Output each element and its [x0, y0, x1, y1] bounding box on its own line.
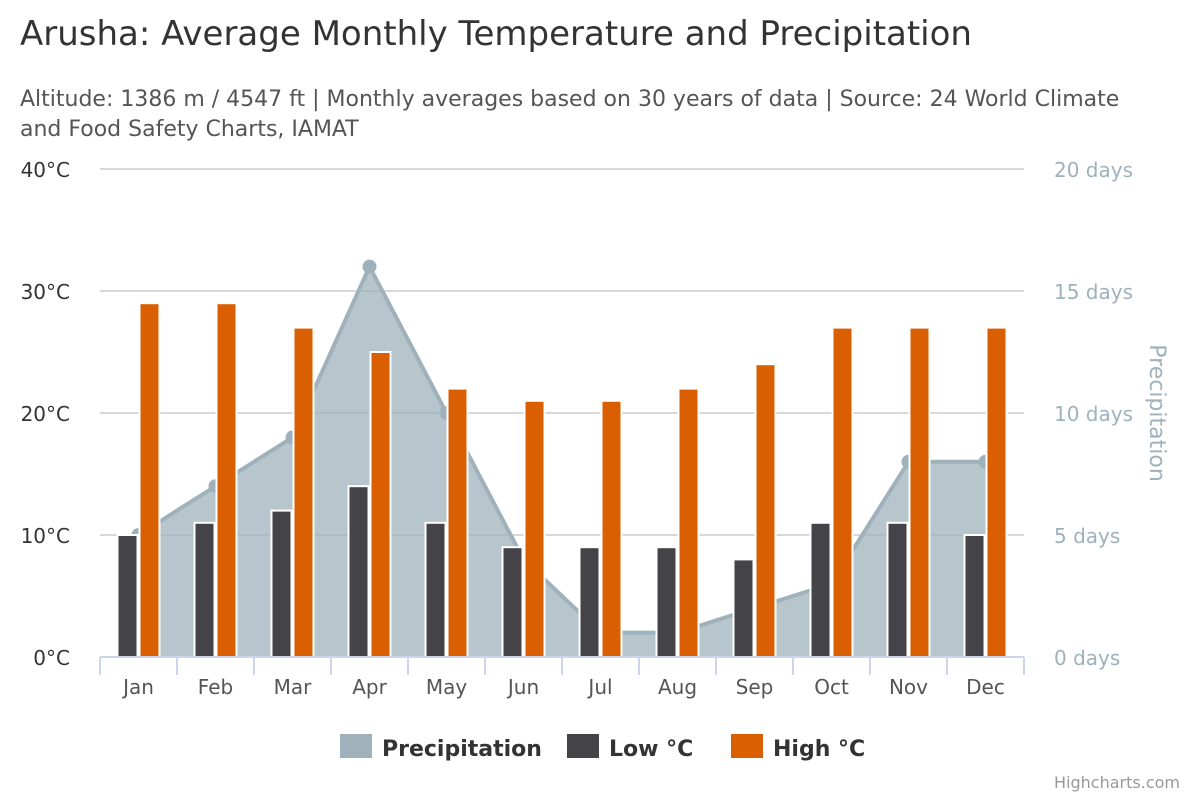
legend-swatch	[340, 734, 372, 758]
low-temp-bar	[116, 534, 139, 658]
low-temp-bar	[193, 521, 216, 658]
low-temp-bar	[809, 521, 832, 658]
y-tick-label-left: 10°C	[21, 524, 70, 548]
y-tick-label-right: 20 days	[1054, 158, 1133, 182]
high-temp-bar	[754, 363, 777, 658]
legend-item[interactable]: Low °C	[567, 734, 693, 762]
high-temp-bar	[600, 399, 623, 658]
x-tick-label: Jan	[121, 675, 154, 699]
y-tick-label-right: 15 days	[1054, 280, 1133, 304]
low-temp-bar	[347, 485, 370, 659]
x-tick-label: Jun	[506, 675, 539, 699]
chart-title: Arusha: Average Monthly Temperature and …	[20, 14, 972, 54]
y-tick-label-left: 0°C	[33, 646, 70, 670]
legend-swatch	[731, 734, 763, 758]
precipitation-area	[131, 259, 993, 657]
high-temp-bar	[215, 302, 238, 658]
x-tick-label: Apr	[352, 675, 387, 699]
legend-label: High °C	[773, 737, 865, 762]
high-temp-bar	[908, 326, 931, 658]
high-temp-bar	[292, 326, 315, 658]
y-tick-label-right: 10 days	[1054, 402, 1133, 426]
legend-item[interactable]: High °C	[731, 734, 865, 762]
high-temp-bar	[985, 326, 1008, 658]
legend-item[interactable]: Precipitation	[340, 734, 542, 762]
low-temp-bar	[963, 534, 986, 658]
legend-label: Precipitation	[382, 737, 542, 762]
high-temp-bar	[831, 326, 854, 658]
legend-label: Low °C	[609, 737, 693, 762]
precipitation-point	[362, 259, 377, 274]
x-tick-label: Mar	[274, 675, 313, 699]
x-tick-label: Oct	[814, 675, 849, 699]
x-tick-label: Sep	[736, 675, 774, 699]
x-tick-label: Nov	[889, 675, 928, 699]
high-temp-bar	[677, 387, 700, 658]
x-tick-label: Feb	[198, 675, 233, 699]
low-temp-bar	[886, 521, 909, 658]
x-tick-label: Aug	[658, 675, 697, 699]
y-tick-label-left: 30°C	[21, 280, 70, 304]
low-temp-bar	[501, 546, 524, 659]
subtitle-line-2: and Food Safety Charts, IAMAT	[20, 117, 359, 142]
low-temp-bar	[270, 509, 293, 658]
y-tick-label-right: 0 days	[1054, 646, 1120, 670]
x-tick-label: Dec	[966, 675, 1005, 699]
legend[interactable]: Precipitation Low °C High °C	[340, 734, 865, 762]
low-temp-bar	[578, 546, 601, 659]
high-temp-bar	[446, 387, 469, 658]
legend-swatch	[567, 734, 599, 758]
axes: 0°C 10°C 20°C 30°C 40°C 0 days 5 days 10 days 15…	[21, 158, 1169, 699]
y-tick-label-left: 40°C	[21, 158, 70, 182]
chart-subtitle: Altitude: 1386 m / 4547 ft | Monthly ave…	[20, 85, 1195, 145]
subtitle-line-1: Altitude: 1386 m / 4547 ft | Monthly ave…	[20, 87, 1120, 112]
low-temp-bar	[424, 521, 447, 658]
low-temp-bar	[732, 558, 755, 659]
credits-link[interactable]: Highcharts.com	[1054, 773, 1180, 792]
y-tick-label-left: 20°C	[21, 402, 70, 426]
low-temp-bar	[655, 546, 678, 659]
high-temp-bar	[138, 302, 161, 658]
x-tick-label: Jul	[586, 675, 612, 699]
y-tick-label-right: 5 days	[1054, 524, 1120, 548]
y-axis-title-right: Precipitation	[1144, 344, 1169, 482]
high-temp-bar	[523, 399, 546, 658]
high-temp-bar	[369, 351, 392, 658]
x-tick-label: May	[426, 675, 468, 699]
